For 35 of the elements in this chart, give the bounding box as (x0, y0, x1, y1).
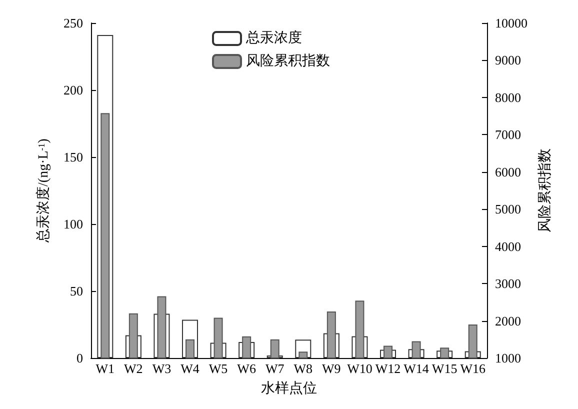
x-tick-label: W15 (432, 361, 458, 376)
y2-tick-label: 9000 (495, 52, 521, 68)
x-axis-title: 水样点位 (261, 380, 317, 396)
x-tick-label: W8 (294, 361, 313, 376)
x-tick-label: W12 (375, 361, 401, 376)
y-tick-label: 250 (64, 16, 83, 30)
y-tick-label: 200 (64, 82, 83, 98)
y2-axis-title: 风险累积指数 (536, 148, 553, 232)
x-tick-label: W10 (347, 361, 372, 376)
x-tick-label: W7 (265, 361, 285, 376)
y2-tick-label: 6000 (495, 164, 521, 180)
x-tick-label: W4 (180, 361, 200, 376)
x-tick-label: W16 (460, 361, 486, 376)
x-tick-label: W14 (404, 361, 430, 376)
y2-tick-label: 4000 (495, 238, 521, 254)
y-tick-label: 0 (76, 350, 83, 366)
y2-tick-label: 10000 (495, 16, 528, 30)
y2-tick-label: 1000 (495, 350, 521, 366)
x-tick-label: W6 (237, 361, 256, 376)
x-tick-label: W5 (208, 361, 228, 376)
y-tick-label: 150 (64, 150, 83, 164)
legend-label: 风险累积指数 (246, 53, 330, 69)
x-tick-label: W9 (322, 361, 341, 376)
y-tick-label: 100 (64, 216, 83, 232)
y2-tick-label: 3000 (495, 276, 521, 292)
x-tick-label: W3 (152, 361, 172, 376)
y-tick-label: 50 (70, 284, 83, 298)
legend-label: 总汞浓度 (245, 30, 302, 46)
y2-tick-label: 8000 (495, 90, 521, 105)
y2-tick-label: 5000 (495, 202, 521, 217)
x-tick-label: W1 (96, 361, 115, 376)
x-tick-label: W2 (124, 361, 143, 376)
y2-tick-label: 7000 (495, 127, 521, 142)
y-axis-title: 总汞浓度/(ng·L-1) (36, 138, 52, 244)
y2-tick-label: 2000 (495, 313, 521, 328)
